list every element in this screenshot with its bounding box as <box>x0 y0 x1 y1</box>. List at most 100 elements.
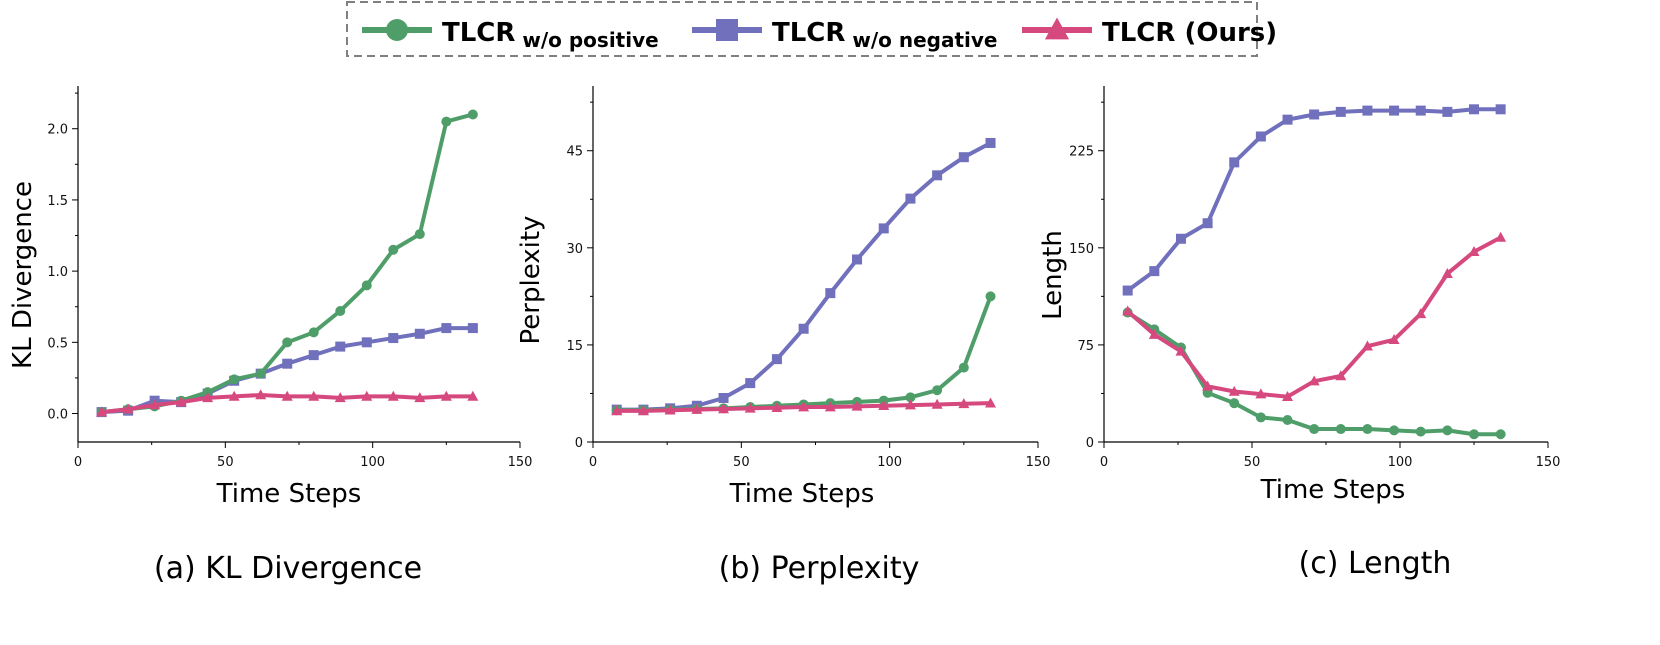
kl-divergence-y-tick-label: 0.0 <box>47 408 68 423</box>
length-y-tick-label: 75 <box>1077 339 1094 354</box>
kl-divergence-y-tick-label: 1.0 <box>47 265 68 280</box>
length-data-point <box>1282 114 1293 125</box>
kl-divergence-x-tick-label: 100 <box>360 455 385 470</box>
perplexity-y-tick-label: 45 <box>566 145 583 160</box>
length-data-point <box>1175 345 1187 356</box>
length-data-point <box>1255 412 1266 423</box>
perplexity-series-2 <box>611 137 996 415</box>
kl-divergence-data-point <box>122 403 134 414</box>
perplexity-data-point <box>958 362 969 373</box>
kl-divergence-data-point <box>255 389 267 400</box>
length-data-point <box>1122 305 1134 316</box>
kl-divergence-data-point <box>361 280 372 291</box>
kl-divergence-data-point <box>334 392 346 403</box>
length-series-line-2 <box>1126 107 1501 293</box>
length-data-point <box>1202 218 1213 229</box>
kl-divergence-data-point <box>440 390 452 401</box>
legend-label-3: TLCR (Ours) <box>1102 18 1277 48</box>
perplexity-panel: 0 50 100 150 0 15 30 45 Time Steps Perplexity (b) … <box>516 86 1050 586</box>
kl-divergence-x-tick-label: 0 <box>74 455 82 470</box>
perplexity-data-point <box>851 400 863 411</box>
perplexity-data-point <box>798 323 809 334</box>
length-data-point <box>1415 426 1426 437</box>
length-data-point <box>1335 424 1346 435</box>
length-series-2 <box>1122 104 1506 296</box>
length-data-point <box>1122 285 1133 296</box>
perplexity-data-point <box>824 401 836 412</box>
length-data-point <box>1442 106 1453 117</box>
perplexity-data-point <box>611 405 623 416</box>
kl-divergence-data-point <box>388 244 399 255</box>
length-data-point <box>1309 109 1320 120</box>
perplexity-data-point <box>905 392 916 403</box>
kl-divergence-data-point <box>335 341 346 352</box>
kl-divergence-caption: (a) KL Divergence <box>154 551 422 586</box>
perplexity-x-tick-label: 50 <box>733 455 750 470</box>
perplexity-data-point <box>878 223 889 234</box>
length-data-point <box>1148 328 1160 339</box>
length-data-point <box>1255 131 1266 142</box>
kl-divergence-data-point <box>441 323 452 334</box>
kl-divergence-data-point <box>308 350 319 361</box>
length-x-tick-label: 0 <box>1100 455 1108 470</box>
perplexity-data-point <box>771 354 782 365</box>
perplexity-data-point <box>958 152 969 163</box>
legend-label-2: TLCR w/o negative <box>772 18 998 52</box>
kl-divergence-data-point <box>308 327 319 338</box>
length-x-tick-label: 150 <box>1536 455 1561 470</box>
length-data-point <box>1389 105 1400 116</box>
length-data-point <box>1149 266 1160 277</box>
kl-divergence-y-tick-label: 2.0 <box>47 123 68 138</box>
perplexity-data-point <box>958 398 970 409</box>
perplexity-x-tick-label: 100 <box>877 455 902 470</box>
kl-divergence-data-point <box>441 116 452 127</box>
perplexity-data-point <box>718 392 729 403</box>
length-series-line-1 <box>1126 310 1501 437</box>
length-data-point <box>1469 429 1479 440</box>
length-x-tick-label: 50 <box>1244 455 1261 470</box>
kl-divergence-x-axis-label: Time Steps <box>216 479 362 509</box>
kl-divergence-x-tick-label: 150 <box>508 455 533 470</box>
length-data-point <box>1229 398 1240 409</box>
perplexity-data-point <box>664 404 676 415</box>
kl-divergence-data-point <box>149 399 161 410</box>
kl-divergence-x-tick-label: 50 <box>217 455 234 470</box>
length-x-tick-label: 100 <box>1388 455 1413 470</box>
length-data-point <box>1255 388 1267 399</box>
length-data-point <box>1361 340 1373 351</box>
legend-label-main-3: TLCR (Ours) <box>1102 18 1277 48</box>
perplexity-data-point <box>718 403 730 414</box>
kl-divergence-data-point <box>228 390 240 401</box>
legend-label-sub-1: w/o positive <box>515 28 658 52</box>
perplexity-series-1 <box>611 291 996 416</box>
kl-divergence-data-point <box>467 390 479 401</box>
perplexity-data-point <box>931 398 943 409</box>
kl-divergence-data-point <box>361 337 372 348</box>
perplexity-data-point <box>771 401 783 412</box>
kl-divergence-y-tick-label: 0.5 <box>47 336 68 351</box>
kl-divergence-data-point <box>388 333 399 344</box>
length-data-point <box>1495 231 1507 242</box>
kl-divergence-data-point <box>202 392 214 403</box>
length-series-3 <box>1122 231 1507 401</box>
length-data-point <box>1415 105 1426 116</box>
length-data-point <box>1442 425 1453 436</box>
legend-label-main-2: TLCR <box>772 18 845 48</box>
kl-divergence-data-point <box>308 390 320 401</box>
kl-divergence-data-point <box>414 229 425 240</box>
legend-label-1: TLCR w/o positive <box>442 18 659 52</box>
length-data-point <box>1362 105 1373 116</box>
perplexity-data-point <box>985 397 997 408</box>
perplexity-y-tick-label: 0 <box>575 436 583 451</box>
legend-box <box>346 1 1258 57</box>
length-data-point <box>1362 424 1373 435</box>
perplexity-data-point <box>905 193 916 204</box>
legend-entry-3: TLCR (Ours) <box>1022 17 1277 48</box>
length-series-1 <box>1122 307 1506 440</box>
length-data-point <box>1308 375 1320 386</box>
kl-divergence-data-point <box>255 368 266 379</box>
perplexity-x-tick-label: 0 <box>589 455 597 470</box>
kl-divergence-series-3 <box>96 389 479 417</box>
perplexity-y-tick-label: 15 <box>566 339 583 354</box>
